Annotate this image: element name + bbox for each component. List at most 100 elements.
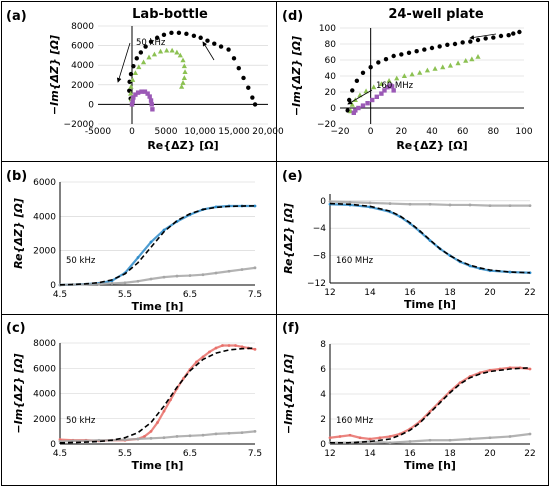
data-point bbox=[71, 439, 75, 443]
x-tick-label: 18 bbox=[444, 449, 456, 459]
x-tick-label: 14 bbox=[364, 288, 376, 298]
data-point bbox=[176, 30, 182, 36]
data-point bbox=[227, 269, 231, 273]
data-point bbox=[148, 98, 154, 103]
panel-label: (b) bbox=[6, 169, 27, 184]
y-tick-label: 0 bbox=[50, 281, 56, 291]
series-blue bbox=[58, 204, 257, 287]
x-tick-label: 22 bbox=[524, 449, 535, 459]
x-tick-label: 6.5 bbox=[183, 290, 197, 300]
series-line bbox=[59, 266, 256, 287]
fit-line bbox=[330, 366, 531, 444]
x-tick-label: 18 bbox=[444, 288, 456, 298]
data-point bbox=[161, 32, 167, 38]
data-point bbox=[130, 77, 136, 82]
x-tick-label: 100 bbox=[515, 127, 532, 137]
y-tick-label: 0 bbox=[320, 440, 326, 450]
series-line bbox=[59, 204, 255, 287]
data-point bbox=[511, 31, 516, 36]
data-point bbox=[195, 360, 198, 364]
data-point bbox=[162, 228, 166, 232]
x-tick-label: -5000 bbox=[85, 127, 111, 137]
data-point bbox=[177, 52, 183, 58]
data-point bbox=[201, 273, 205, 277]
series-gray bbox=[58, 266, 257, 287]
annotation-text: 160 MHz bbox=[336, 256, 374, 266]
data-point bbox=[328, 200, 332, 203]
data-point bbox=[356, 105, 361, 111]
data-point bbox=[128, 71, 134, 77]
y-tick-label: 2000 bbox=[33, 247, 56, 257]
data-point bbox=[428, 239, 432, 242]
series-line bbox=[59, 430, 256, 443]
series-fit bbox=[59, 205, 256, 286]
data-point bbox=[409, 71, 415, 77]
data-point bbox=[128, 90, 134, 96]
panel-label: (e) bbox=[282, 169, 303, 184]
data-point bbox=[391, 88, 396, 93]
data-point bbox=[488, 368, 492, 372]
data-point bbox=[162, 409, 166, 413]
data-point bbox=[214, 205, 218, 209]
data-point bbox=[348, 433, 352, 437]
data-point bbox=[428, 410, 432, 413]
y-tick-label: 0 bbox=[88, 100, 94, 110]
data-point bbox=[146, 54, 152, 60]
y-tick-label: 4 bbox=[320, 390, 326, 400]
data-point bbox=[418, 420, 422, 423]
data-point bbox=[162, 436, 166, 440]
data-point bbox=[408, 440, 412, 443]
data-point bbox=[351, 110, 356, 115]
data-point bbox=[379, 91, 384, 96]
x-tick-label: 16 bbox=[404, 288, 416, 298]
data-point bbox=[391, 53, 396, 59]
y-tick-label: 2000 bbox=[71, 81, 94, 91]
y-axis-label: −Im{ΔZ} [Ω] bbox=[48, 35, 61, 115]
y-tick-label: 100 bbox=[319, 24, 336, 34]
x-tick-label: 60 bbox=[457, 127, 469, 137]
chart-d: −20 0 20 40 60 80 100 −20 0 20 40 60 80 100 Re{ΔZ} [Ω]… bbox=[282, 9, 533, 152]
data-point bbox=[353, 108, 358, 113]
data-point bbox=[123, 281, 127, 285]
data-point bbox=[218, 44, 224, 49]
data-point bbox=[414, 49, 419, 54]
y-tick-label: 6000 bbox=[71, 42, 94, 52]
annotation-text: 50 kHz bbox=[136, 38, 166, 48]
y-tick-label: 4000 bbox=[71, 61, 94, 71]
data-point bbox=[181, 63, 187, 69]
data-point bbox=[448, 438, 452, 442]
data-point bbox=[198, 35, 203, 40]
data-point bbox=[445, 42, 450, 47]
chart-a: -5000 0 5000 10,000 15,000 20,000 −2000 0 2000 40… bbox=[6, 9, 284, 152]
data-point bbox=[378, 436, 382, 440]
series-black bbox=[345, 29, 522, 113]
x-tick-label: 14 bbox=[364, 449, 376, 459]
data-point bbox=[468, 203, 472, 207]
chart-e: 12 14 16 18 20 22 0 −4 −8 −12 Time [h] Re{ΔZ} [Ω] (e… bbox=[282, 169, 536, 311]
data-point bbox=[365, 101, 370, 106]
frame-f bbox=[276, 314, 549, 486]
data-point bbox=[149, 436, 153, 440]
data-point bbox=[252, 102, 258, 107]
data-point bbox=[491, 35, 496, 40]
data-point bbox=[386, 78, 392, 83]
plots-layer: -5000 0 5000 10,000 15,000 20,000−20000200040… bbox=[6, 9, 536, 472]
data-point bbox=[448, 203, 452, 207]
data-point bbox=[475, 37, 481, 43]
data-point bbox=[236, 65, 241, 71]
panel-label: (a) bbox=[6, 9, 27, 24]
series-fit bbox=[59, 347, 256, 444]
data-point bbox=[134, 56, 139, 61]
data-point bbox=[214, 346, 218, 350]
data-point bbox=[498, 33, 504, 39]
data-point bbox=[357, 92, 363, 98]
data-point bbox=[214, 271, 218, 275]
data-point bbox=[164, 47, 170, 53]
data-point bbox=[180, 57, 186, 63]
data-point bbox=[250, 95, 255, 100]
data-point bbox=[463, 58, 469, 63]
series-fit bbox=[330, 366, 531, 444]
x-tick-label: 20,000 bbox=[252, 127, 284, 137]
y-axis-label: −Im{ΔZ} [Ω] bbox=[12, 353, 25, 433]
data-point bbox=[488, 204, 492, 208]
